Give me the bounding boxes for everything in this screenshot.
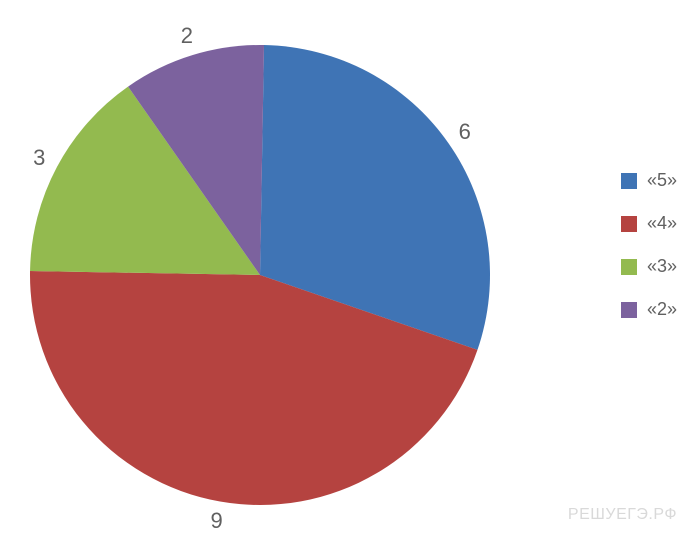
legend-label: «4» [647,213,677,234]
legend-label: «3» [647,256,677,277]
legend-label: «5» [647,170,677,191]
legend-item: «2» [621,299,677,320]
legend-item: «5» [621,170,677,191]
legend: «5» «4» «3» «2» [621,170,677,342]
legend-item: «3» [621,256,677,277]
legend-label: «2» [647,299,677,320]
legend-swatch [621,216,637,232]
watermark: РЕШУЕГЭ.РФ [568,506,677,524]
pie-chart-svg [0,0,699,546]
legend-swatch [621,302,637,318]
legend-item: «4» [621,213,677,234]
legend-swatch [621,259,637,275]
pie-chart-container: 6932 «5» «4» «3» «2» РЕШУЕГЭ.РФ [0,0,699,546]
legend-swatch [621,173,637,189]
